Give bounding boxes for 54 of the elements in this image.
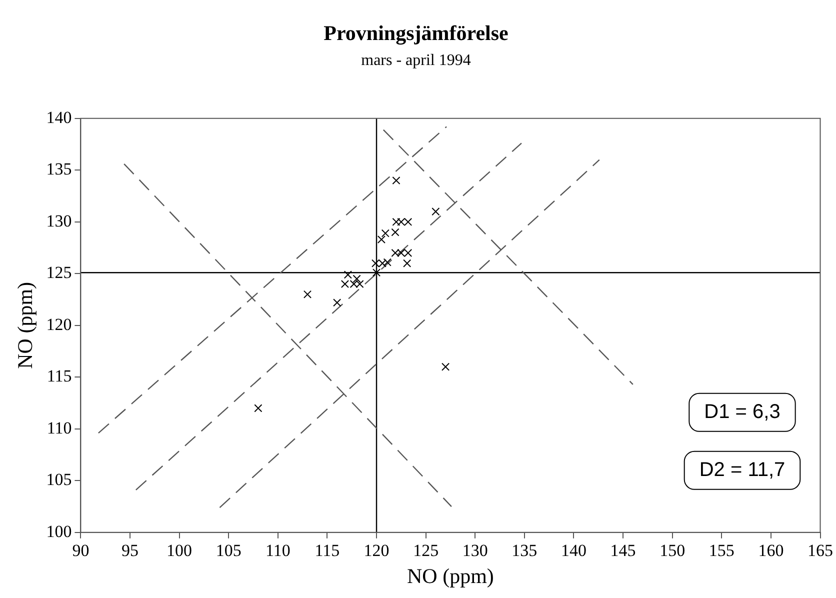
point — [432, 208, 440, 216]
y-tick-label: 115 — [46, 366, 72, 386]
chart-subtitle: mars - april 1994 — [361, 52, 471, 70]
point — [377, 235, 386, 244]
chart-title: Provningsjämförelse — [324, 21, 508, 46]
x-tick-label: 125 — [413, 541, 439, 560]
point — [383, 258, 392, 266]
x-tick-label: 110 — [265, 541, 290, 560]
x-tick-label: 105 — [216, 541, 242, 560]
x-tick-label: 90 — [72, 541, 90, 560]
y-tick-label: 130 — [46, 211, 72, 230]
y-tick-label: 125 — [46, 263, 72, 282]
point — [350, 280, 358, 288]
x-tick-label: 160 — [758, 541, 784, 560]
point — [392, 218, 400, 226]
x-axis-title: NO (ppm) — [407, 564, 494, 588]
point — [352, 274, 361, 283]
x-tick-label: 95 — [122, 541, 139, 560]
point — [254, 404, 262, 412]
x-tick-label: 140 — [560, 541, 586, 560]
annotation: D1 = 6,3 — [704, 400, 780, 423]
annotation: D2 = 11,7 — [699, 458, 786, 481]
y-tick-label: 110 — [46, 418, 72, 438]
y-axis-title: NO (ppm) — [13, 282, 38, 369]
x-tick-label: 120 — [364, 541, 390, 560]
point — [403, 259, 412, 268]
point — [442, 362, 450, 371]
y-tick-label: 100 — [46, 522, 72, 541]
point — [404, 248, 412, 257]
point — [356, 280, 364, 288]
point — [340, 280, 349, 288]
x-tick-label: 115 — [314, 541, 340, 560]
point — [404, 218, 412, 226]
x-tick-label: 100 — [166, 541, 192, 560]
point — [344, 270, 352, 279]
point — [391, 228, 400, 236]
y-tick-label: 105 — [46, 470, 72, 490]
x-tick-label: 135 — [512, 541, 538, 560]
point — [391, 248, 400, 257]
y-tick-label: 140 — [46, 108, 72, 127]
point — [381, 229, 390, 238]
point — [397, 218, 406, 226]
point — [392, 176, 400, 185]
x-tick-label: 150 — [660, 541, 686, 560]
x-tick-label: 145 — [610, 541, 636, 560]
point — [333, 298, 342, 307]
x-tick-label: 165 — [808, 541, 833, 560]
point — [303, 290, 312, 298]
y-tick-label: 120 — [46, 314, 72, 334]
x-tick-label: 155 — [708, 541, 734, 560]
point — [397, 248, 406, 257]
y-tick-label: 135 — [46, 160, 72, 179]
x-tick-label: 130 — [462, 541, 488, 560]
point — [378, 259, 386, 268]
